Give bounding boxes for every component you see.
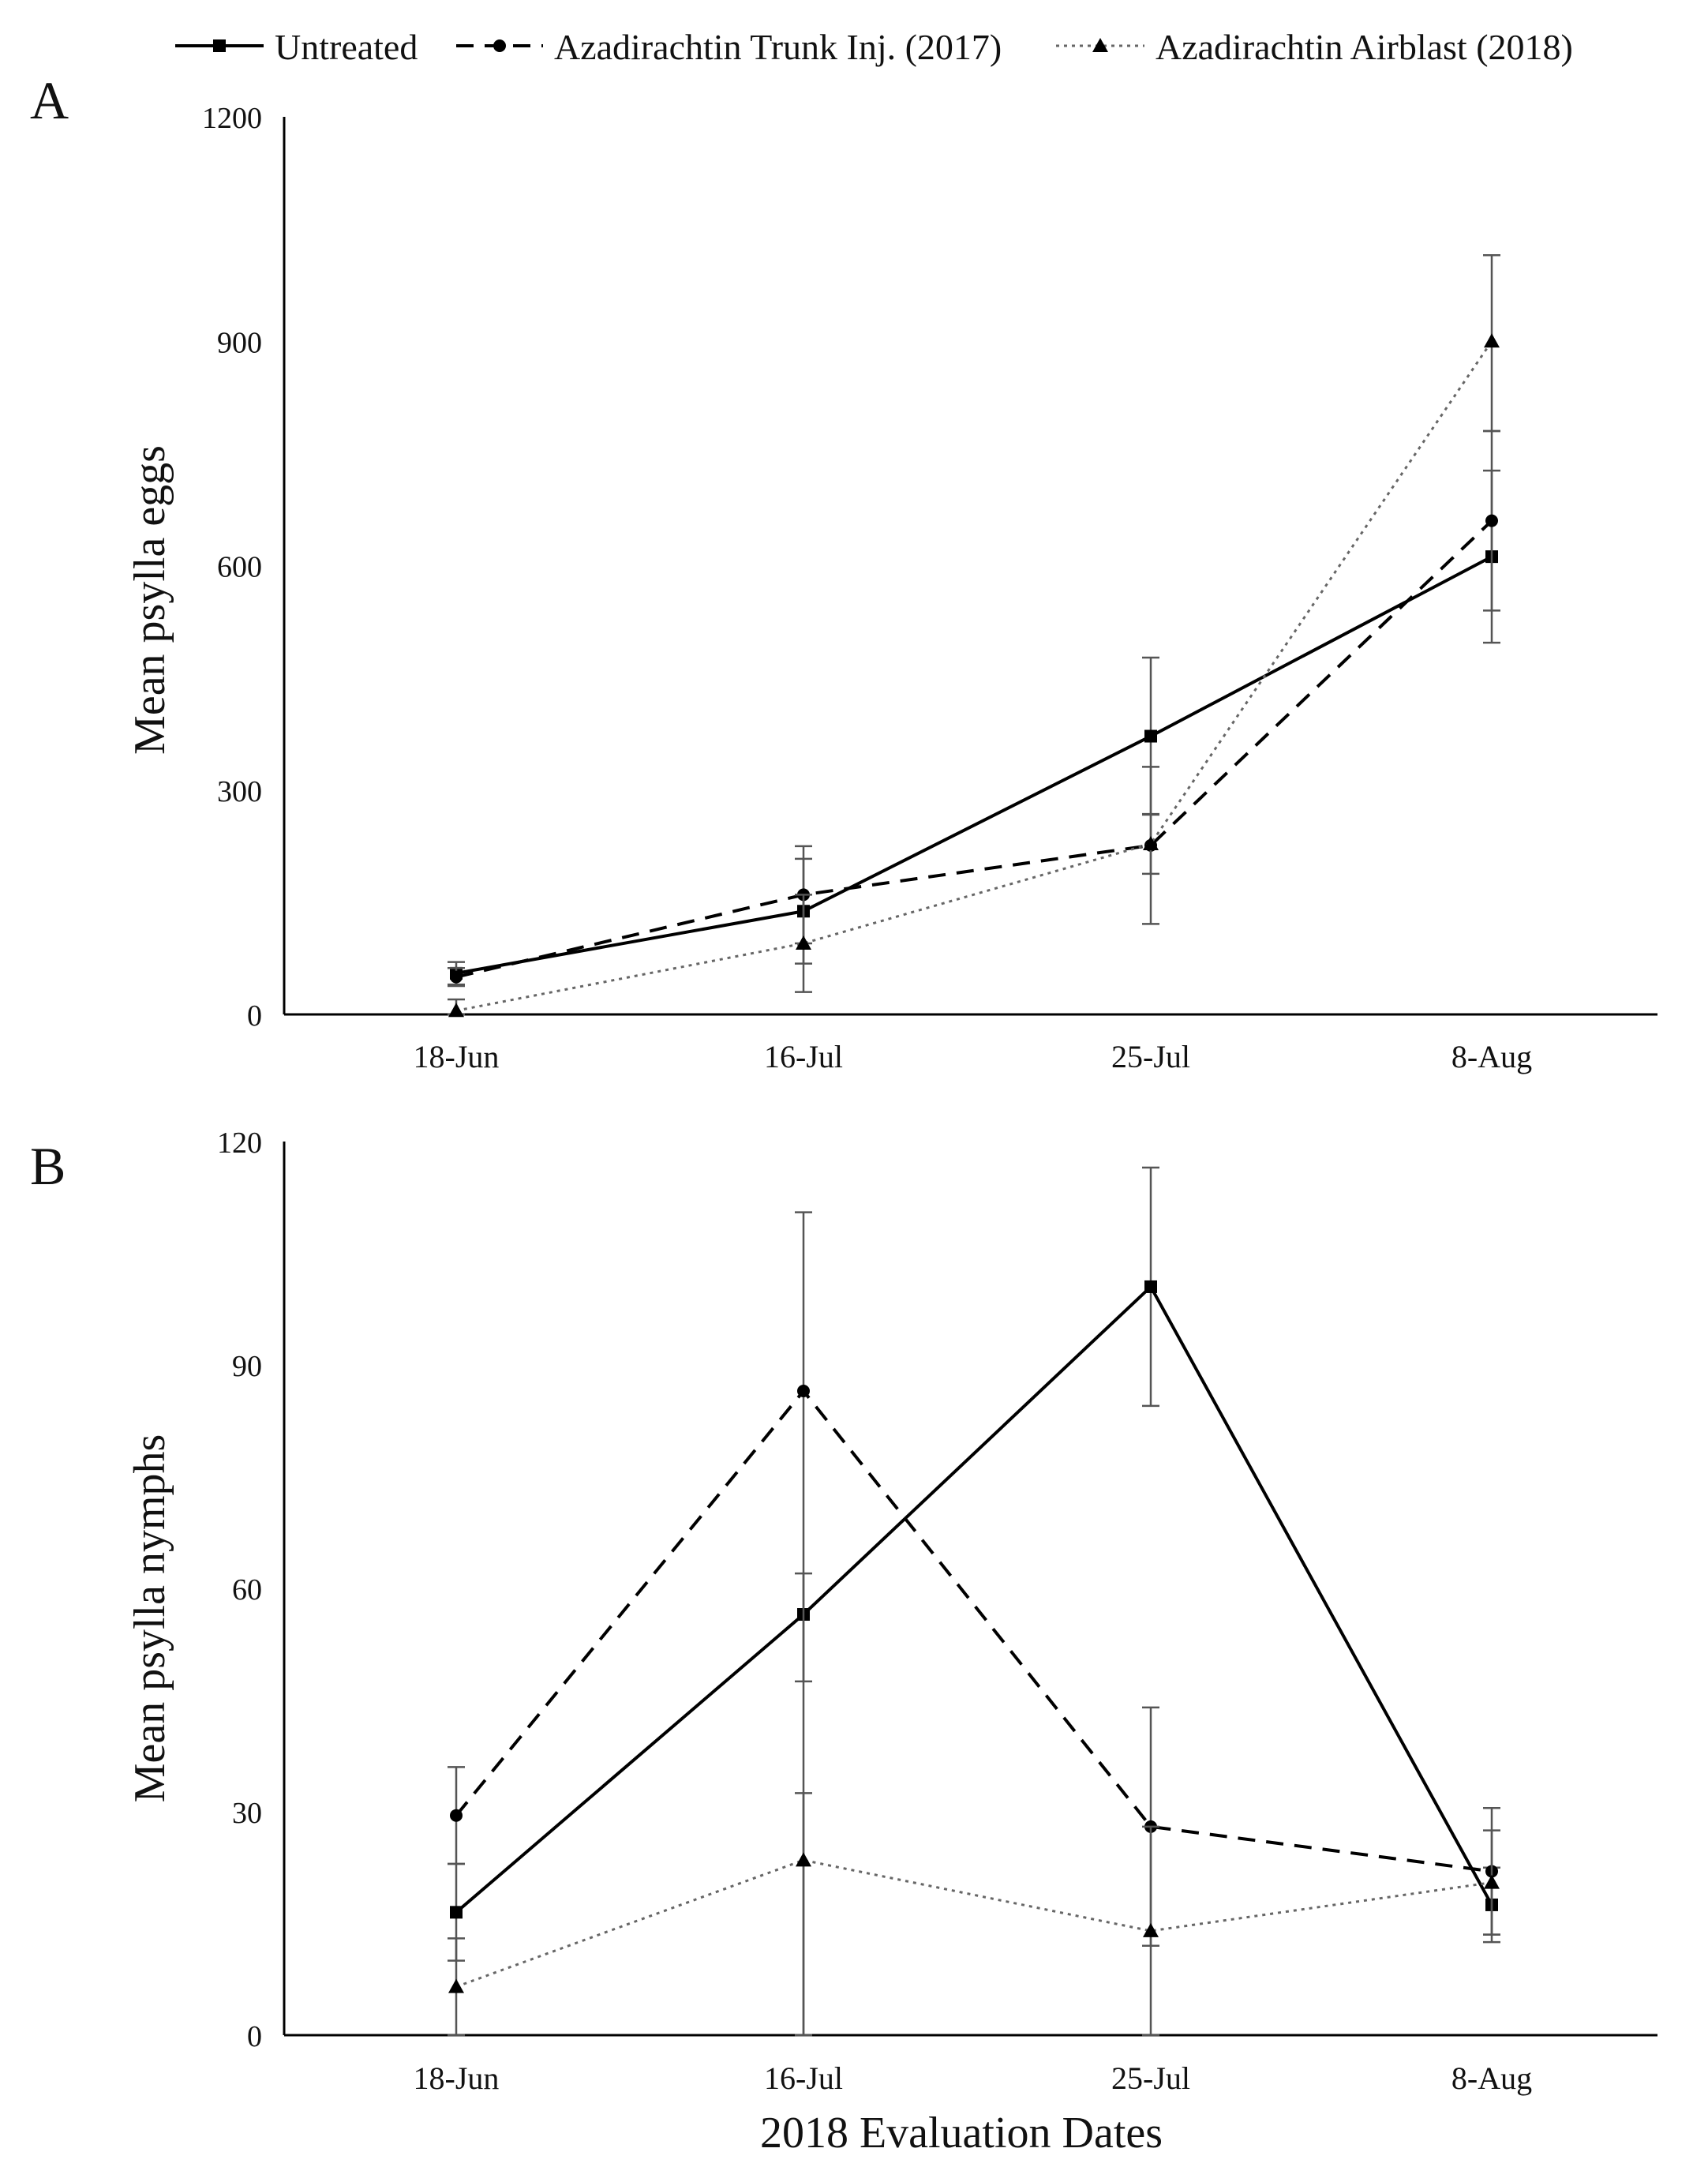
legend-marker: [213, 39, 226, 52]
data-point: [450, 1906, 463, 1919]
data-point: [796, 935, 811, 950]
y-tick-label: 600: [217, 551, 262, 584]
tick-labels-a: 0 300 600 900 1200 18-Jun 16-Jul 25-Jul 8-Aug: [202, 102, 1532, 1074]
series-solid: [448, 469, 1500, 986]
data-point: [1484, 333, 1500, 348]
axes-b: [283, 1142, 1657, 2037]
y-tick-label: 900: [217, 326, 262, 359]
chart-panel-b: B Mean psylla nymphs 2018 Evaluation Dat…: [30, 1127, 1657, 2158]
y-axis-label-a: Mean psylla eggs: [125, 445, 174, 755]
series-dashed: [448, 429, 1500, 988]
data-point: [450, 970, 463, 984]
y-axis-label-b: Mean psylla nymphs: [125, 1434, 174, 1803]
panel-label-a: A: [30, 70, 69, 130]
panel-label-b: B: [30, 1136, 66, 1196]
legend-marker: [1092, 38, 1108, 52]
series-dotted: [448, 254, 1500, 1018]
series-line: [455, 519, 1493, 979]
x-axis-label-b: 2018 Evaluation Dates: [760, 2109, 1163, 2158]
legend-marker: [493, 39, 506, 52]
data-point: [1485, 514, 1498, 527]
x-tick-label: 8-Aug: [1451, 2060, 1532, 2096]
series-line: [455, 340, 1493, 1012]
x-tick-label: 16-Jul: [764, 1039, 843, 1074]
x-tick-label: 8-Aug: [1451, 1039, 1532, 1074]
data-point: [448, 1003, 464, 1018]
y-tick-label: 30: [232, 1797, 262, 1830]
y-tick-label: 0: [247, 2020, 262, 2053]
x-tick-label: 25-Jul: [1111, 1039, 1190, 1074]
error-bar: [795, 1211, 812, 1683]
tick-labels-b: 0 30 60 90 120 18-Jun 16-Jul 25-Jul 8-Aug: [217, 1127, 1532, 2096]
y-tick-label: 120: [217, 1127, 262, 1160]
data-point: [1484, 1874, 1500, 1889]
data-point: [1143, 835, 1159, 850]
data-point: [796, 1852, 811, 1867]
series-solid: [448, 1166, 1500, 2037]
axes-a: [283, 117, 1657, 1016]
data-point: [1144, 729, 1157, 743]
x-tick-label: 25-Jul: [1111, 2060, 1190, 2096]
series-line: [455, 555, 1493, 975]
legend-label: Untreated: [275, 27, 418, 67]
series-dashed: [448, 1211, 1500, 1948]
data-point: [797, 1385, 810, 1398]
x-tick-label: 16-Jul: [764, 2060, 843, 2096]
data-point: [1144, 1280, 1157, 1293]
data-point: [450, 1809, 463, 1822]
y-tick-label: 60: [232, 1573, 262, 1607]
series-line: [455, 1858, 1493, 1989]
legend-item: Azadirachtin Trunk Inj. (2017): [456, 27, 1002, 67]
y-tick-label: 1200: [202, 102, 262, 135]
x-tick-label: 18-Jun: [414, 1039, 500, 1074]
legend-item: Untreated: [175, 27, 418, 67]
series-line: [455, 1388, 1493, 1873]
legend: Untreated Azadirachtin Trunk Inj. (2017) A…: [175, 27, 1573, 67]
series-group-b: [448, 1166, 1500, 2037]
chart-panel-a: A Mean psylla eggs 0 300 600 900 1200 18-Jun 1…: [30, 70, 1657, 1074]
y-tick-label: 300: [217, 775, 262, 808]
x-tick-label: 18-Jun: [414, 2060, 500, 2096]
data-point: [448, 1978, 464, 1993]
y-tick-label: 0: [247, 999, 262, 1033]
legend-item: Azadirachtin Airblast (2018): [1056, 27, 1573, 67]
error-bar: [795, 1792, 812, 2037]
data-point: [1143, 1922, 1159, 1937]
series-dotted: [448, 1792, 1500, 2037]
legend-label: Azadirachtin Airblast (2018): [1156, 27, 1573, 67]
series-group-a: [448, 254, 1500, 1018]
legend-label: Azadirachtin Trunk Inj. (2017): [554, 27, 1002, 67]
series-line: [455, 1284, 1493, 1914]
y-tick-label: 90: [232, 1350, 262, 1383]
